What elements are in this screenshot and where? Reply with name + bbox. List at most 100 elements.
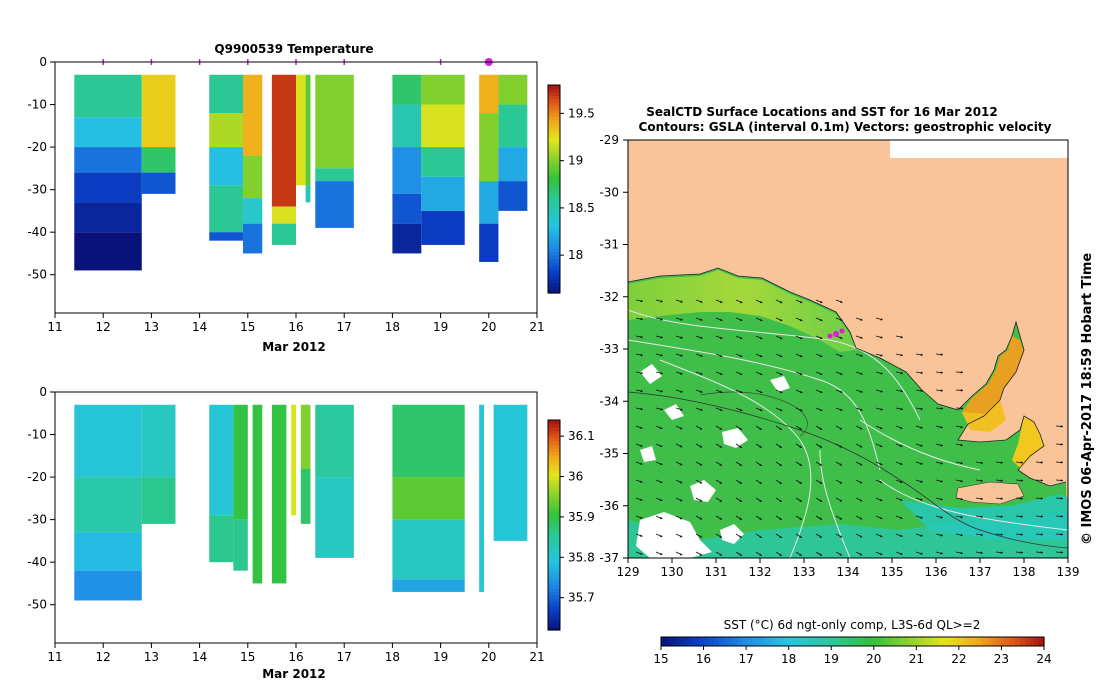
velocity-vector-head [759,535,762,538]
velocity-vector-head [900,426,903,429]
profile-cell [242,223,263,254]
velocity-vector-head [739,535,742,538]
sst-colorbar-swatch [732,637,739,646]
warm-coastal-band [628,270,856,352]
velocity-vector-head [960,443,963,447]
profile-cell [141,74,176,148]
profile-cell [141,404,176,478]
velocity-vector-head [640,371,643,375]
sst-colorbar-swatch [948,637,954,646]
velocity-vector-head [940,516,943,519]
colorbar-swatch [548,254,560,259]
coastline [628,267,1067,487]
velocity-vector-head [799,390,803,394]
velocity-vector-head [960,479,963,483]
sst-colorbar-label: SST (°C) 6d ngt-only comp, L3S-6d QL>=2 [724,618,981,632]
velocity-vector-head [980,551,983,555]
profile-cell [74,172,142,203]
colorbar-swatch [548,185,560,190]
profile-cell [315,181,354,228]
velocity-vector-head [739,300,743,304]
y-tick-label: -10 [27,98,47,112]
colorbar-tick-label: 19.5 [568,106,595,120]
profile-cell [421,210,465,245]
velocity-vector-head [659,552,663,556]
sst-colorbar-swatch [670,637,676,646]
colorbar-tick-label: 35.8 [568,550,595,564]
colorbar-swatch [548,102,560,107]
colorbar-swatch [548,518,560,523]
map-y-tick-label: -31 [599,238,619,252]
velocity-vector-head [819,445,822,448]
cool-shelf-water [900,494,1068,540]
colorbar-swatch [548,434,560,439]
velocity-vector-head [900,353,903,357]
velocity-vector-head [660,389,663,393]
sst-colorbar-swatch [661,637,667,646]
x-tick-label: 16 [288,320,303,334]
velocity-vector-head [739,354,743,358]
velocity-vector-head [859,499,863,502]
velocity-vector-head [680,336,683,339]
colorbar-swatch [548,140,560,145]
velocity-vector-head [679,462,683,466]
sst-colorbar-swatch [718,637,724,646]
sst-colorbar-tick-label: 24 [1036,652,1051,666]
colorbar-swatch [548,469,560,474]
colorbar-swatch [548,563,560,568]
velocity-vector-head [920,498,923,501]
profile-cell [209,113,243,148]
colorbar-swatch [548,161,560,166]
velocity-vector-head [779,445,782,448]
colorbar-swatch [548,483,560,488]
velocity-vector-head [859,517,863,520]
colorbar-swatch [548,171,560,176]
velocity-vector-head [739,517,742,520]
velocity-vector-head [1020,497,1023,500]
velocity-vector-head [659,498,663,502]
velocity-vector-head [1040,551,1043,554]
sst-colorbar-swatch [1024,637,1031,646]
profile-cell [141,477,176,524]
map-axes: 129 130 131 132 133 134 135 136 137 138 139 -29 -30 -… [599,133,1079,579]
colorbar-swatch [548,258,560,263]
profile-cell [74,404,142,478]
profile-cell [271,223,296,245]
colorbar-swatch [548,126,560,131]
velocity-vector-head [739,481,742,484]
velocity-vector-head [819,427,822,430]
velocity-vector-head [680,408,683,411]
velocity-vector-head [879,552,883,556]
profile-cell [209,404,234,516]
velocity-vector-head [900,371,903,375]
velocity-vector-head [779,300,783,304]
velocity-vector-head [739,372,743,376]
sst-colorbar-swatch [905,637,911,646]
velocity-vector-head [759,336,763,340]
sst-colorbar-swatch [838,637,844,646]
colorbar-frame [547,419,561,631]
y-tick-label: -40 [27,555,47,569]
colorbar-swatch [548,147,560,152]
velocity-vector-head [920,426,923,429]
sst-colorbar-swatch [886,637,892,646]
velocity-vector-head [779,517,782,520]
velocity-vector-head [759,300,763,304]
velocity-vector-head [1000,515,1003,518]
salinity-profiles [74,404,528,601]
profile-cell [421,176,465,211]
colorbar-swatch [548,514,560,519]
salinity-xlabel: Mar 2012 [262,667,326,681]
map-x-tick-label: 139 [1057,565,1080,579]
velocity-vector-head [1000,497,1003,500]
sst-colorbar-swatch [780,637,787,646]
profile-cell [392,147,422,194]
velocity-vector-head [840,408,843,411]
sst-colorbar-swatch [742,637,748,646]
profile-cell [392,223,422,254]
y-tick-label: -20 [27,140,47,154]
velocity-vector-head [779,481,782,484]
velocity-vector-head [900,498,903,501]
profile-cell [296,74,306,186]
velocity-vector-head [779,390,783,394]
